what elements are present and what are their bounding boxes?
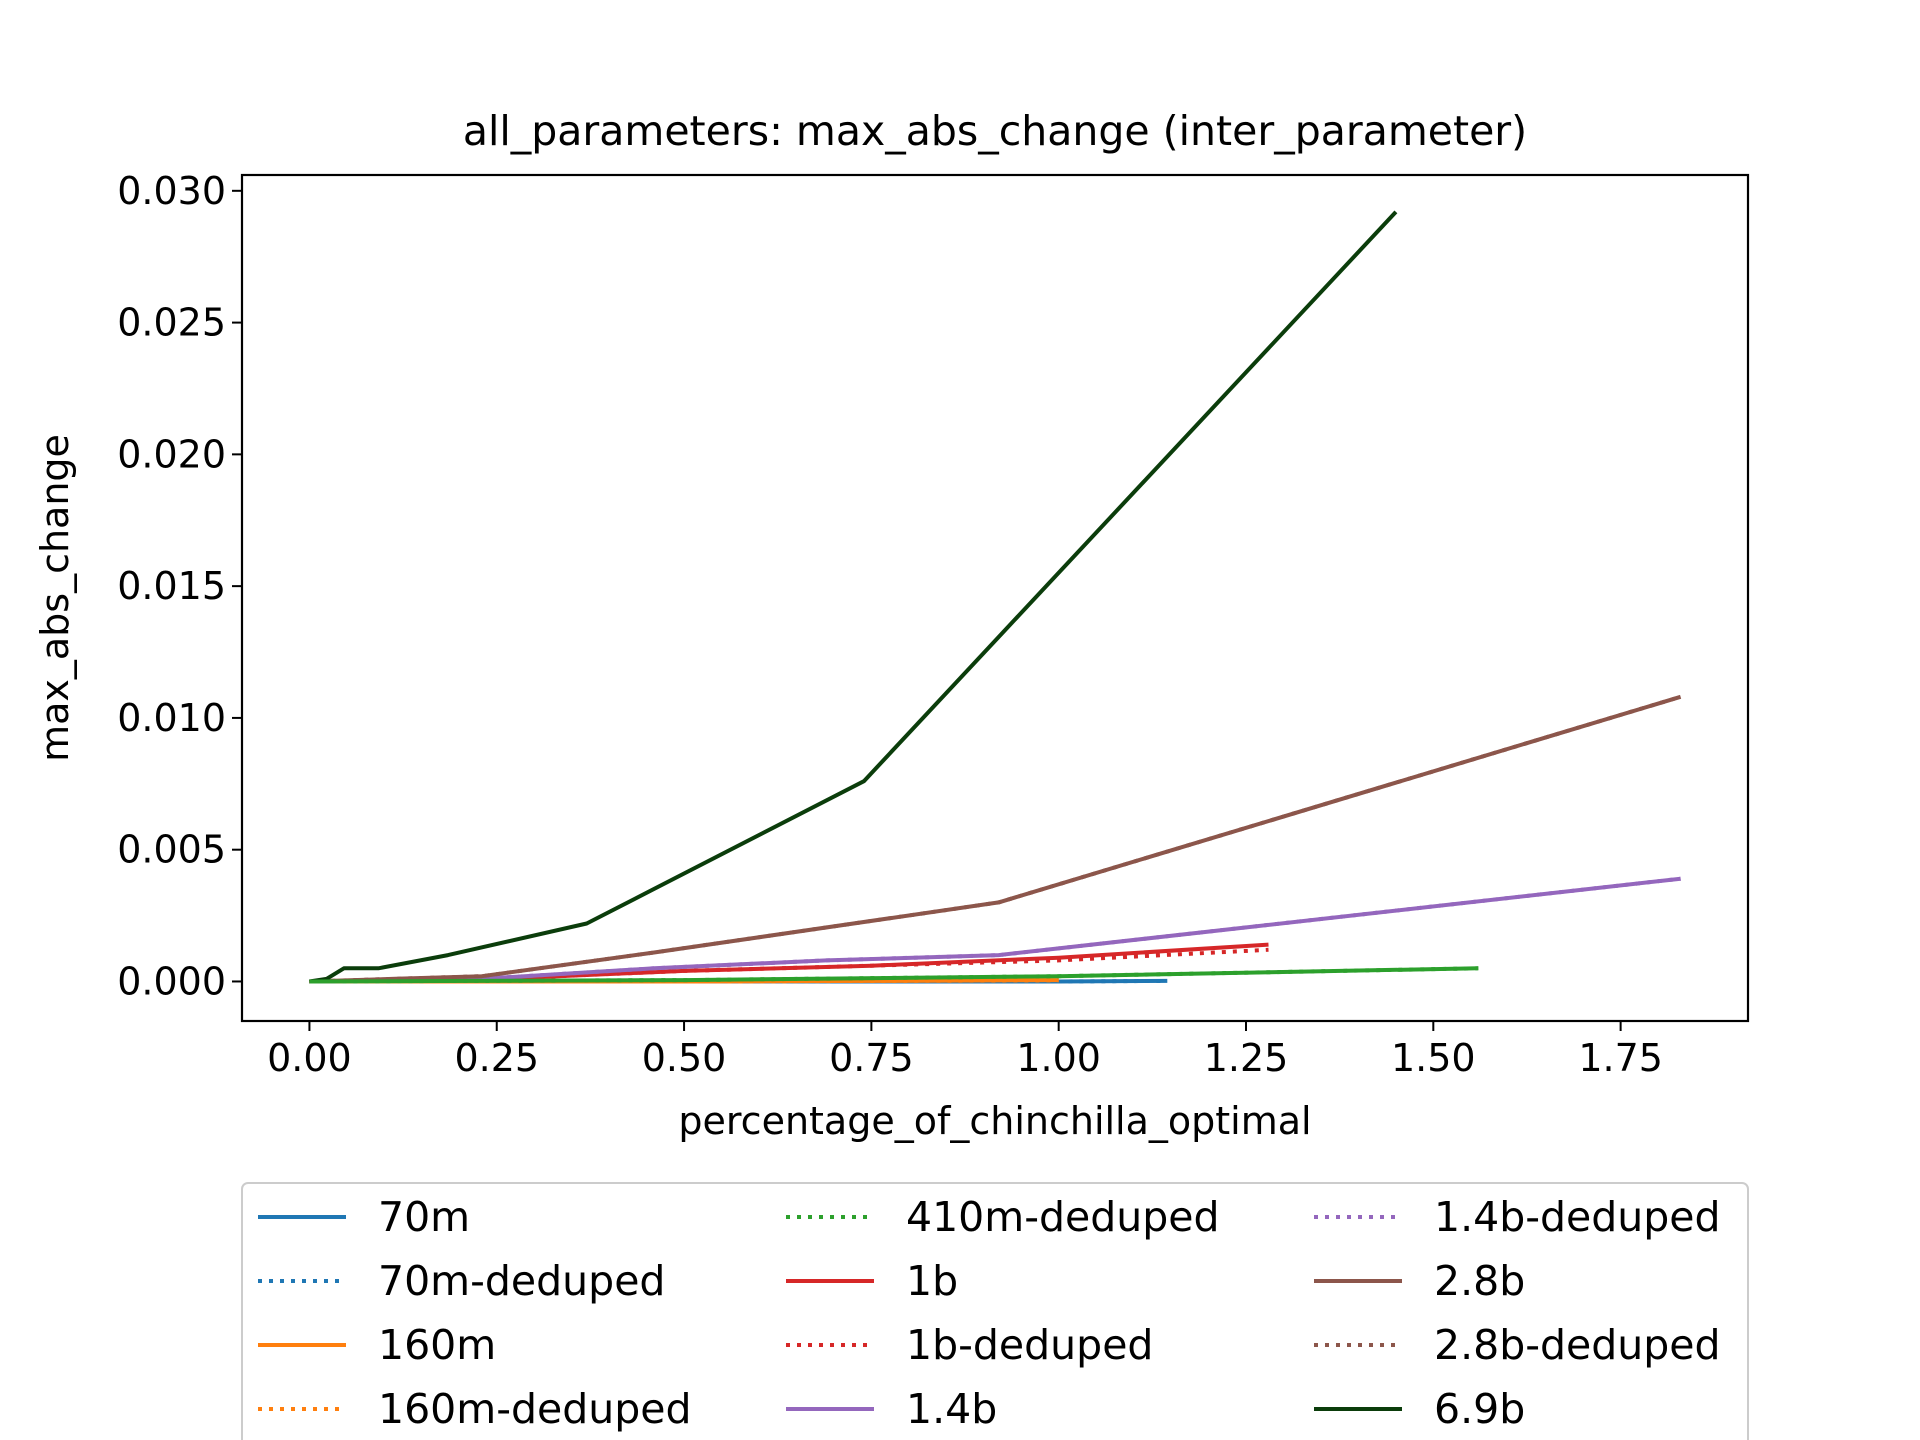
legend-item: 6.9b — [1314, 1385, 1525, 1433]
y-tick-label: 0.015 — [117, 564, 226, 608]
legend-item: 70m-deduped — [258, 1257, 665, 1305]
x-tick-label: 1.00 — [1016, 1036, 1101, 1080]
chart-title: all_parameters: max_abs_change (inter_pa… — [463, 107, 1527, 155]
x-tick-label: 0.75 — [829, 1036, 914, 1080]
x-tick-label: 1.25 — [1204, 1036, 1289, 1080]
series-line-6-9b — [309, 210, 1398, 984]
x-tick-label: 1.50 — [1391, 1036, 1476, 1080]
x-tick-label: 0.00 — [267, 1036, 352, 1080]
legend-label: 1.4b — [906, 1385, 997, 1433]
legend-label: 2.8b — [1434, 1257, 1525, 1305]
y-tick-label: 0.020 — [117, 432, 226, 476]
y-tick-label: 0.010 — [117, 696, 226, 740]
legend-item: 410m-deduped — [786, 1193, 1220, 1241]
legend-item: 1b — [786, 1257, 958, 1305]
y-axis-label: max_abs_change — [33, 434, 77, 762]
legend-item: 2.8b — [1314, 1257, 1525, 1305]
legend-label: 2.8b-deduped — [1434, 1321, 1721, 1369]
legend-label: 70m — [378, 1193, 470, 1241]
axis-ticks: 0.00 0.25 0.50 0.75 1.00 1.25 1.50 1.75 0.000 0.0… — [117, 169, 1663, 1080]
legend-label: 160m-deduped — [378, 1385, 692, 1433]
legend-label: 1b-deduped — [906, 1321, 1153, 1369]
legend: 70m 70m-deduped 160m 160m-deduped 410m-dedup… — [241, 1182, 1749, 1440]
legend-label: 1b — [906, 1257, 958, 1305]
legend-frame — [241, 1182, 1749, 1440]
y-tick-label: 0.030 — [117, 169, 226, 213]
legend-item: 70m — [258, 1193, 470, 1241]
legend-item: 160m — [258, 1321, 496, 1369]
series-line-unlabeled — [309, 966, 1479, 984]
legend-item: 160m-deduped — [258, 1385, 692, 1433]
x-tick-label: 1.75 — [1578, 1036, 1663, 1080]
legend-label: 160m — [378, 1321, 496, 1369]
x-tick-label: 0.50 — [642, 1036, 727, 1080]
legend-label: 6.9b — [1434, 1385, 1525, 1433]
y-tick-label: 0.005 — [117, 828, 226, 872]
y-tick-label: 0.025 — [117, 301, 226, 345]
series-layer — [309, 210, 1682, 984]
legend-item: 1.4b — [786, 1385, 997, 1433]
x-axis-label: percentage_of_chinchilla_optimal — [678, 1099, 1311, 1143]
legend-label: 70m-deduped — [378, 1257, 665, 1305]
plot-frame — [240, 173, 1750, 1023]
legend-item: 2.8b-deduped — [1314, 1321, 1721, 1369]
legend-item: 1b-deduped — [786, 1321, 1153, 1369]
legend-item: 1.4b-deduped — [1314, 1193, 1721, 1241]
legend-label: 410m-deduped — [906, 1193, 1220, 1241]
legend-label: 1.4b-deduped — [1434, 1193, 1721, 1241]
y-tick-label: 0.000 — [117, 959, 226, 1003]
x-tick-label: 0.25 — [454, 1036, 539, 1080]
